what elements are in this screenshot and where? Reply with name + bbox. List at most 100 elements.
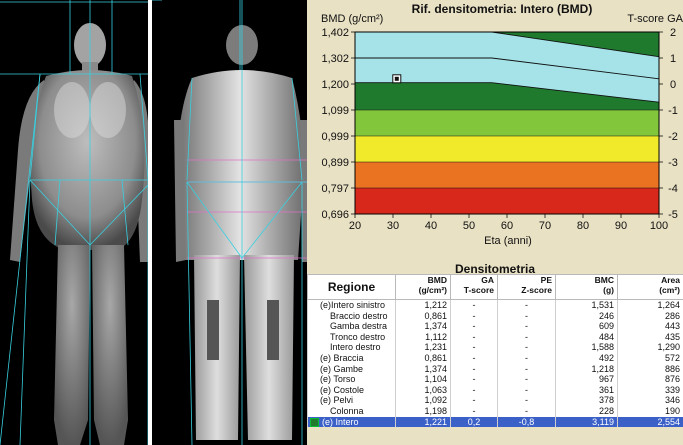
tscore-cell-container: - bbox=[450, 374, 498, 385]
col-bmc: BMC (g) bbox=[555, 274, 618, 300]
zscore-cell: - bbox=[525, 405, 528, 416]
reference-band-area bbox=[355, 32, 659, 103]
col-ga: GA T-score bbox=[450, 274, 498, 300]
y-tick-label-0: 1,402 bbox=[321, 27, 349, 39]
area-cell: 886 bbox=[664, 363, 680, 374]
tscore-cell: - bbox=[472, 374, 476, 385]
bmc-cell: 492 bbox=[598, 352, 614, 363]
bmc-cell-container: 228 bbox=[555, 405, 618, 417]
x-tick-label-50: 50 bbox=[463, 220, 475, 232]
table-row[interactable]: Colonna 1,198 - - 228 190 bbox=[307, 405, 683, 417]
y-axis-ticks: 1,402 1,302 1,200 1,099 0,999 0,899 0,797 0,696 bbox=[321, 27, 355, 221]
tscore-band-2 bbox=[355, 136, 659, 162]
bmd-cell-container: 1,063 bbox=[395, 384, 451, 396]
bmc-cell: 1,531 bbox=[591, 300, 614, 310]
zscore-cell: - bbox=[525, 321, 528, 332]
tscore-cell-container: 0,2 bbox=[450, 416, 498, 428]
tscore-cell-container: - bbox=[450, 384, 498, 396]
table-row[interactable]: Intero destro 1,231 - - 1,588 1,290 bbox=[307, 342, 683, 353]
bmd-cell: 1,231 bbox=[424, 342, 447, 353]
bmd-cell-container: 1,374 bbox=[395, 321, 451, 332]
region-cell: (e)Intero sinistro bbox=[320, 300, 386, 310]
bmc-cell-container: 484 bbox=[555, 331, 618, 343]
bmc-cell: 609 bbox=[598, 321, 614, 332]
y-tick-label-4: 0,999 bbox=[321, 131, 349, 143]
tscore-cell-container: - bbox=[450, 363, 498, 375]
col-bmd: BMD (g/cm²) bbox=[395, 274, 451, 300]
y2-tick-label-4: -2 bbox=[668, 131, 678, 143]
zscore-cell: - bbox=[525, 352, 528, 363]
table-row[interactable]: (e) Intero 1,221 0,2 -0,8 3,119 2,554 bbox=[307, 416, 683, 428]
table-row[interactable]: (e) Braccia 0,861 - - 492 572 bbox=[307, 352, 683, 364]
dxa-scan-frontal bbox=[0, 0, 148, 445]
bmd-cell: 1,112 bbox=[425, 331, 447, 342]
bmd-cell: 1,198 bbox=[424, 405, 447, 416]
zscore-cell-container: - bbox=[497, 321, 556, 332]
table-row[interactable]: (e) Torso 1,104 - - 967 876 bbox=[307, 374, 683, 385]
y2-tick-label-5: -3 bbox=[668, 157, 678, 169]
bmd-cell-container: 1,374 bbox=[395, 363, 451, 375]
x-tick-label-60: 60 bbox=[501, 220, 513, 232]
tscore-band-0 bbox=[355, 188, 659, 214]
region-cell: (e) Braccia bbox=[320, 352, 364, 363]
zscore-cell-container: - bbox=[497, 374, 556, 385]
table-row[interactable]: Tronco destro 1,112 - - 484 435 bbox=[307, 331, 683, 343]
dxa-scan-processed bbox=[152, 0, 307, 445]
x-axis-label: Eta (anni) bbox=[484, 235, 532, 247]
region-cell: Colonna bbox=[330, 405, 364, 416]
y2-tick-label-3: -1 bbox=[668, 105, 678, 117]
col-pe: PE Z-score bbox=[497, 274, 556, 300]
y-tick-label-5: 0,899 bbox=[321, 157, 349, 169]
area-cell-container: 886 bbox=[617, 363, 683, 375]
region-cell-container: Tronco destro bbox=[307, 331, 396, 343]
area-cell-container: 1,290 bbox=[617, 342, 683, 353]
tscore-cell-container: - bbox=[450, 352, 498, 364]
bmc-cell-container: 1,588 bbox=[555, 342, 618, 353]
zscore-cell-container: - bbox=[497, 331, 556, 343]
bmc-cell-container: 3,119 bbox=[555, 416, 618, 428]
zscore-cell: - bbox=[525, 331, 528, 342]
table-row[interactable]: (e) Costole 1,063 - - 361 339 bbox=[307, 384, 683, 396]
zscore-cell: - bbox=[525, 374, 528, 385]
zscore-cell: - bbox=[525, 310, 528, 321]
x-tick-label-90: 90 bbox=[615, 220, 627, 232]
region-cell-container: (e) Pelvi bbox=[307, 395, 396, 406]
bmc-cell-container: 361 bbox=[555, 384, 618, 396]
tscore-cell-container: - bbox=[450, 331, 498, 343]
zscore-cell: - bbox=[525, 342, 528, 353]
zscore-cell-container: - bbox=[497, 384, 556, 396]
region-cell-container: (e) Gambe bbox=[307, 363, 396, 375]
region-cell-container: (e) Braccia bbox=[307, 352, 396, 364]
table-row[interactable]: Braccio destro 0,861 - - 246 286 bbox=[307, 310, 683, 322]
y2-tick-label-0: 2 bbox=[670, 27, 676, 39]
plot-frame bbox=[354, 31, 660, 215]
region-cell: Intero destro bbox=[330, 342, 381, 353]
area-cell-container: 1,264 bbox=[617, 299, 683, 311]
bmd-cell: 0,861 bbox=[424, 352, 447, 363]
tscore-cell: - bbox=[472, 384, 476, 395]
table-row[interactable]: (e) Pelvi 1,092 - - 378 346 bbox=[307, 395, 683, 406]
bmd-cell: 1,063 bbox=[424, 384, 447, 395]
bmc-cell-container: 967 bbox=[555, 374, 618, 385]
table-row[interactable]: (e)Intero sinistro 1,212 - - 1,531 1,264 bbox=[307, 299, 683, 311]
area-cell-container: 435 bbox=[617, 331, 683, 343]
area-cell: 1,290 bbox=[657, 342, 680, 353]
y-axis-label: BMD (g/cm²) bbox=[321, 13, 383, 25]
zscore-cell: -0,8 bbox=[518, 416, 535, 427]
table-row[interactable]: (e) Gambe 1,374 - - 1,218 886 bbox=[307, 363, 683, 375]
area-cell: 339 bbox=[664, 384, 680, 395]
bmc-cell-container: 609 bbox=[555, 321, 618, 332]
region-cell: (e) Torso bbox=[320, 374, 356, 385]
x-tick-label-40: 40 bbox=[425, 220, 437, 232]
bmd-cell-container: 1,092 bbox=[395, 395, 451, 406]
table-row[interactable]: Gamba destra 1,374 - - 609 443 bbox=[307, 321, 683, 332]
zscore-cell-container: - bbox=[497, 395, 556, 406]
area-cell: 876 bbox=[664, 374, 680, 385]
region-cell-container: (e) Torso bbox=[307, 374, 396, 385]
y-tick-label-7: 0,696 bbox=[321, 209, 349, 221]
tscore-cell-container: - bbox=[450, 299, 498, 311]
area-cell-container: 190 bbox=[617, 405, 683, 417]
densitometry-panel: Densitometria Regione BMD (g/cm²) GA T-sco… bbox=[307, 262, 683, 445]
region-cell-container: Braccio destro bbox=[307, 310, 396, 322]
tscore-cell: - bbox=[472, 300, 476, 310]
